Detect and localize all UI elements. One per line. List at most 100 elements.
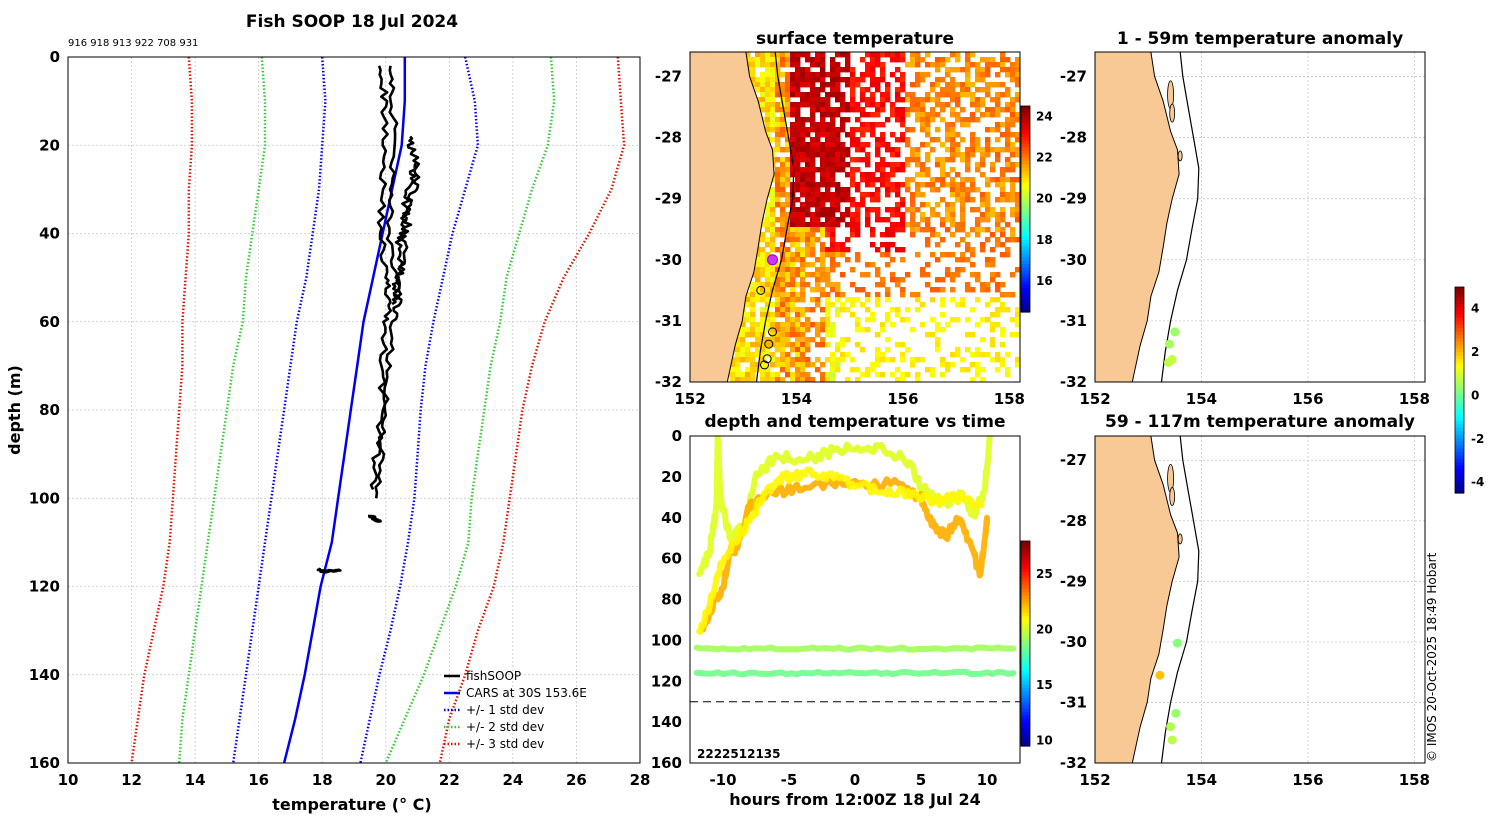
sst-heatmap-cell (885, 172, 891, 178)
colorbar-segment (1021, 722, 1030, 727)
sst-heatmap-cell (795, 197, 801, 203)
colorbar-segment (1021, 198, 1030, 203)
sst-heatmap-cell (985, 127, 991, 133)
sst-heatmap-cell (960, 297, 966, 303)
sst-heatmap-cell (805, 327, 811, 333)
sst-heatmap-cell (830, 202, 836, 208)
sst-heatmap-cell (775, 62, 781, 68)
sst-heatmap-cell (755, 347, 761, 353)
sst-heatmap-cell (820, 177, 826, 183)
sst-heatmap-cell (905, 127, 911, 133)
sst-heatmap-cell (935, 137, 941, 143)
sst-heatmap-cell (900, 247, 906, 253)
sst-heatmap-cell (955, 267, 961, 273)
sst-heatmap-cell (795, 282, 801, 288)
sst-heatmap-cell (925, 97, 931, 103)
sst-heatmap-cell (780, 357, 786, 363)
sst-heatmap-cell (870, 92, 876, 98)
sst-heatmap-cell (880, 172, 886, 178)
colorbar-segment (1455, 341, 1464, 346)
sst-heatmap-cell (900, 97, 906, 103)
sst-heatmap-cell (915, 292, 921, 298)
colorbar-segment (1021, 585, 1030, 590)
sst-heatmap-cell (915, 222, 921, 228)
sst-heatmap-cell (890, 322, 896, 328)
sst-heatmap-cell (995, 272, 1001, 278)
sst-heatmap-cell (935, 112, 941, 118)
sst-heatmap-cell (960, 257, 966, 263)
profile-ytick-label: 80 (39, 401, 60, 419)
sst-heatmap-cell (1000, 192, 1006, 198)
sst-heatmap-cell (765, 132, 771, 138)
sst-heatmap-cell (935, 212, 941, 218)
sst-heatmap-cell (895, 192, 901, 198)
sst-heatmap-cell (915, 107, 921, 113)
sst-heatmap-cell (790, 147, 796, 153)
sst-heatmap-cell (815, 222, 821, 228)
colorbar-segment (1021, 558, 1030, 563)
sst-heatmap-cell (955, 302, 961, 308)
sst-heatmap-cell (970, 52, 976, 58)
sst-heatmap-cell (785, 307, 791, 313)
sst-heatmap-cell (925, 272, 931, 278)
sst-heatmap-cell (910, 217, 916, 223)
sst-heatmap-cell (910, 327, 916, 333)
sst-heatmap-cell (805, 182, 811, 188)
sst-heatmap-cell (965, 52, 971, 58)
sst-heatmap-cell (830, 232, 836, 238)
sst-heatmap-cell (890, 187, 896, 193)
sst-heatmap-cell (920, 57, 926, 63)
sst-heatmap-cell (880, 107, 886, 113)
profile-xtick-label: 28 (630, 771, 651, 789)
sst-heatmap-cell (825, 302, 831, 308)
sst-heatmap-cell (755, 52, 761, 58)
colorbar-segment (1021, 674, 1030, 679)
sst-heatmap-cell (1015, 192, 1020, 198)
time-depth-ytick-label: 160 (651, 754, 682, 772)
fishsoop-profile-line (367, 514, 382, 523)
sst-heatmap-cell (880, 327, 886, 333)
sst-heatmap-cell (815, 297, 821, 303)
sst-heatmap-cell (955, 227, 961, 233)
sst-heatmap-cell (760, 92, 766, 98)
profile-panel: Fish SOOP 18 Jul 2024 916 918 913 922 70… (5, 12, 650, 814)
colorbar-segment (1455, 403, 1464, 408)
sst-heatmap-cell (770, 272, 776, 278)
sst-heatmap-cell (1010, 227, 1016, 233)
sst-heatmap-cell (1000, 132, 1006, 138)
sst-heatmap-cell (985, 137, 991, 143)
colorbar-segment (1455, 359, 1464, 364)
sst-heatmap-cell (815, 52, 821, 58)
sst-heatmap-cell (880, 167, 886, 173)
sst-heatmap-cell (840, 187, 846, 193)
sst-heatmap-cell (800, 262, 806, 268)
sst-heatmap-cell (865, 62, 871, 68)
sst-heatmap-cell (945, 72, 951, 78)
sst-heatmap-cell (960, 82, 966, 88)
colorbar-segment (1455, 438, 1464, 443)
sst-heatmap-cell (790, 72, 796, 78)
time-depth-ytick-label: 120 (651, 672, 682, 690)
sst-heatmap-cell (900, 372, 906, 378)
sst-heatmap-cell (785, 362, 791, 368)
sst-heatmap-cell (840, 307, 846, 313)
sst-heatmap-cell (1005, 157, 1011, 163)
sst-heatmap-cell (970, 307, 976, 313)
sst-heatmap-cell (975, 372, 981, 378)
sst-heatmap-cell (890, 162, 896, 168)
sst-heatmap-cell (1005, 137, 1011, 143)
sst-heatmap-cell (805, 57, 811, 63)
sst-heatmap-cell (765, 82, 771, 88)
sst-heatmap-cell (850, 177, 856, 183)
sst-heatmap-cell (975, 272, 981, 278)
sst-heatmap-cell (890, 107, 896, 113)
sst-heatmap-cell (950, 217, 956, 223)
sst-heatmap-cell (945, 182, 951, 188)
sst-heatmap-cell (885, 232, 891, 238)
sst-heatmap-cell (750, 312, 756, 318)
sst-heatmap-cell (920, 192, 926, 198)
sst-heatmap-cell (865, 52, 871, 58)
sst-heatmap-cell (795, 237, 801, 243)
sst-heatmap-cell (1005, 107, 1011, 113)
sst-heatmap-cell (915, 187, 921, 193)
